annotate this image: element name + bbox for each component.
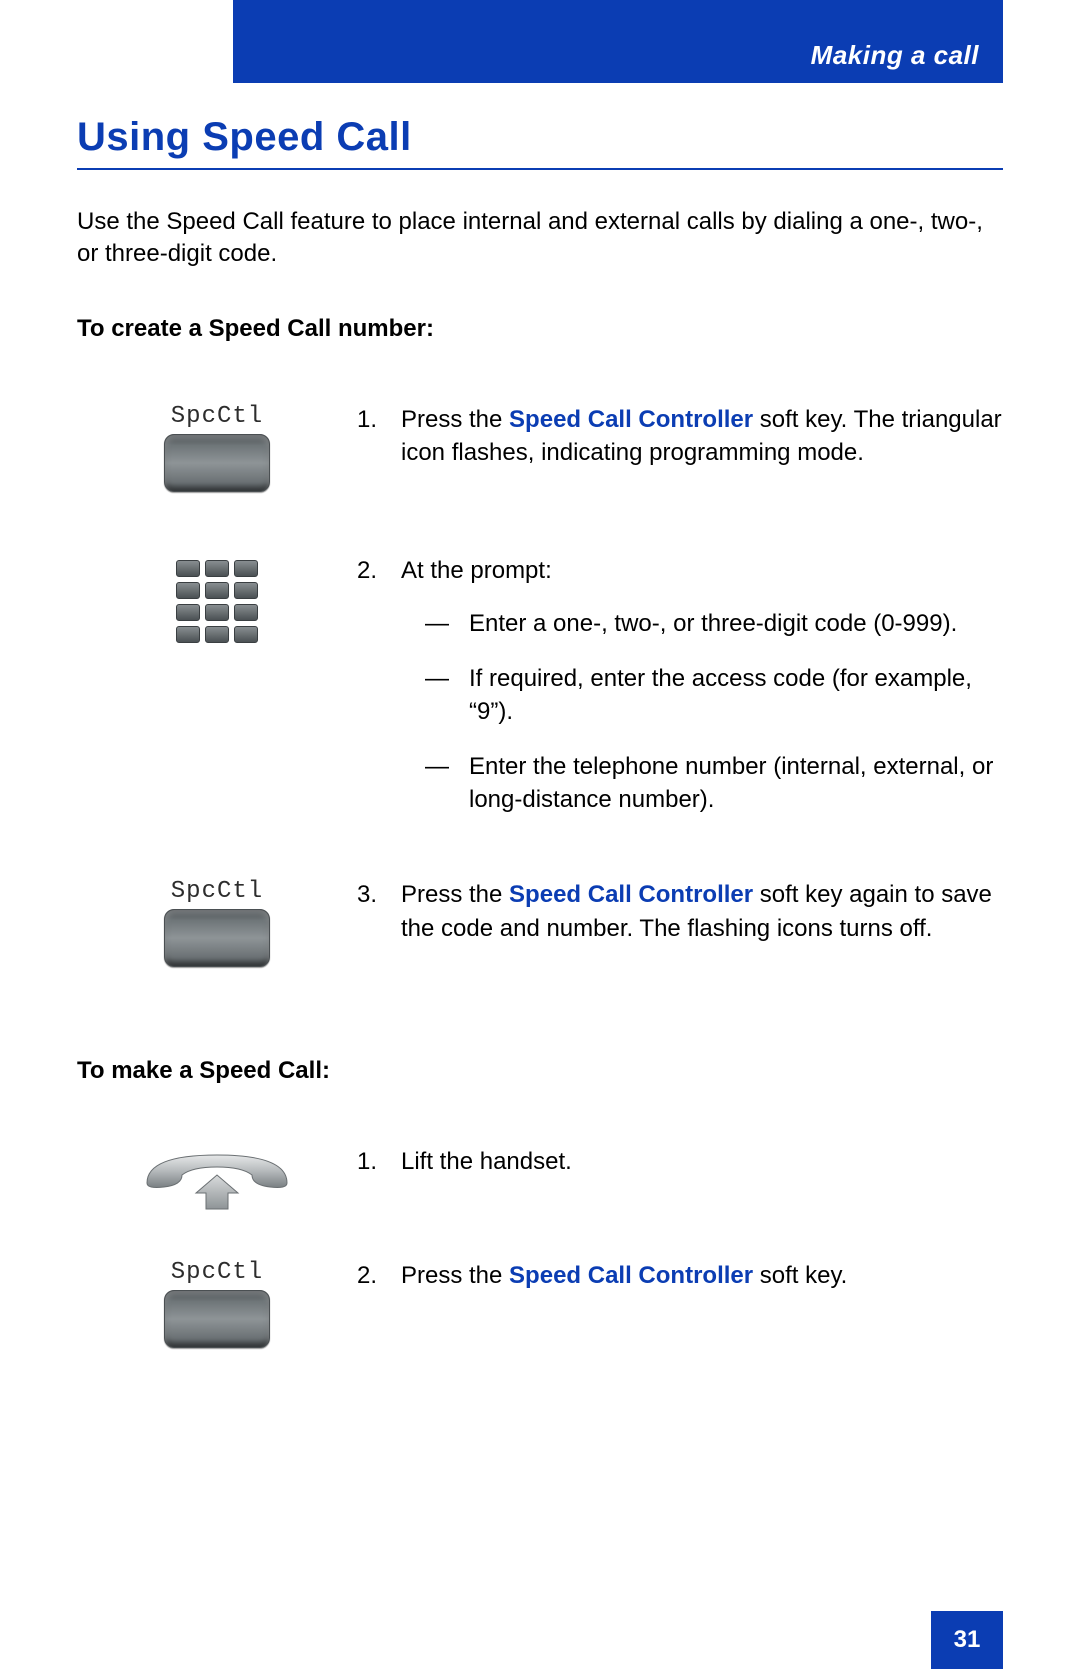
step-text-col: 2. Press the Speed Call Controller soft … — [357, 1259, 1003, 1348]
sublist-item: — If required, enter the access code (fo… — [401, 662, 1003, 728]
step-text-col: 1. Press the Speed Call Controller soft … — [357, 403, 1003, 492]
step-highlight: Speed Call Controller — [509, 881, 753, 908]
soft-key-button-icon — [164, 909, 270, 967]
sublist-item: — Enter a one-, two-, or three-digit cod… — [401, 607, 1003, 640]
step-text-a: At the prompt: — [401, 557, 552, 584]
keypad-key — [176, 626, 200, 643]
step-icon-col — [77, 554, 357, 817]
step-number: 2. — [357, 554, 401, 817]
step-body: Lift the handset. — [401, 1145, 1003, 1178]
step-body: Press the Speed Call Controller soft key… — [401, 403, 1003, 469]
page: Making a call Using Speed Call Use the S… — [0, 0, 1080, 1669]
sublist-text: If required, enter the access code (for … — [469, 662, 1003, 728]
keypad-key — [205, 582, 229, 599]
keypad-key — [234, 582, 258, 599]
soft-key-button-icon — [164, 1290, 270, 1348]
sublist-dash: — — [425, 662, 469, 728]
keypad-key — [176, 560, 200, 577]
step-body: Press the Speed Call Controller soft key… — [401, 878, 1003, 944]
page-number-badge: 31 — [931, 1611, 1003, 1669]
soft-key-label: SpcCtl — [171, 1259, 263, 1286]
sublist-text: Enter the telephone number (internal, ex… — [469, 750, 1003, 816]
title-rule — [77, 168, 1003, 170]
keypad-key — [176, 582, 200, 599]
soft-key-button-icon — [164, 434, 270, 492]
step-highlight: Speed Call Controller — [509, 1262, 753, 1289]
header-band: Making a call — [233, 0, 1003, 83]
step-icon-col: SpcCtl — [77, 1259, 357, 1348]
section-a-step-2: 2. At the prompt: — Enter a one-, two-, … — [77, 554, 1003, 817]
step-number: 3. — [357, 878, 401, 944]
step-number: 1. — [357, 1145, 401, 1178]
step-row: 2. Press the Speed Call Controller soft … — [357, 1259, 1003, 1292]
sublist-text: Enter a one-, two-, or three-digit code … — [469, 607, 957, 640]
section-b-heading: To make a Speed Call: — [77, 1057, 1003, 1085]
step-row: 3. Press the Speed Call Controller soft … — [357, 878, 1003, 944]
step-text: Lift the handset. — [401, 1148, 572, 1175]
keypad-key — [234, 626, 258, 643]
step-number: 2. — [357, 1259, 401, 1292]
sublist-dash: — — [425, 607, 469, 640]
keypad-key — [234, 560, 258, 577]
section-a-step-3: SpcCtl 3. Press the Speed Call Controlle… — [77, 878, 1003, 967]
section-b-step-2: SpcCtl 2. Press the Speed Call Controlle… — [77, 1259, 1003, 1348]
step-number: 1. — [357, 403, 401, 469]
keypad-key — [176, 604, 200, 621]
step-text-a: Press the — [401, 1262, 509, 1289]
section-b-step-1: 1. Lift the handset. — [77, 1145, 1003, 1215]
sublist-dash: — — [425, 750, 469, 816]
step-row: 1. Press the Speed Call Controller soft … — [357, 403, 1003, 469]
soft-key-icon: SpcCtl — [164, 1259, 270, 1348]
step-text-b: soft key. — [753, 1262, 847, 1289]
step-icon-col: SpcCtl — [77, 403, 357, 492]
sublist-item: — Enter the telephone number (internal, … — [401, 750, 1003, 816]
step-row: 2. At the prompt: — Enter a one-, two-, … — [357, 554, 1003, 817]
step-icon-col: SpcCtl — [77, 878, 357, 967]
keypad-key — [234, 604, 258, 621]
step-icon-col — [77, 1145, 357, 1215]
step-highlight: Speed Call Controller — [509, 406, 753, 433]
keypad-key — [205, 626, 229, 643]
content-area: Using Speed Call Use the Speed Call feat… — [77, 115, 1003, 1348]
intro-text: Use the Speed Call feature to place inte… — [77, 206, 1003, 271]
soft-key-label: SpcCtl — [171, 403, 263, 430]
keypad-key — [205, 560, 229, 577]
step-body: At the prompt: — Enter a one-, two-, or … — [401, 554, 1003, 817]
handset-lift-icon — [132, 1145, 302, 1215]
keypad-icon — [176, 560, 258, 643]
page-number: 31 — [954, 1626, 981, 1654]
step-text-a: Press the — [401, 406, 509, 433]
step-text-col: 2. At the prompt: — Enter a one-, two-, … — [357, 554, 1003, 817]
step-body: Press the Speed Call Controller soft key… — [401, 1259, 1003, 1292]
step-text-col: 1. Lift the handset. — [357, 1145, 1003, 1215]
section-a-heading: To create a Speed Call number: — [77, 315, 1003, 343]
keypad-key — [205, 604, 229, 621]
soft-key-icon: SpcCtl — [164, 403, 270, 492]
section-a-step-1: SpcCtl 1. Press the Speed Call Controlle… — [77, 403, 1003, 492]
step-text-col: 3. Press the Speed Call Controller soft … — [357, 878, 1003, 967]
step-row: 1. Lift the handset. — [357, 1145, 1003, 1178]
soft-key-label: SpcCtl — [171, 878, 263, 905]
step-text-a: Press the — [401, 881, 509, 908]
soft-key-icon: SpcCtl — [164, 878, 270, 967]
page-title: Using Speed Call — [77, 115, 1003, 160]
sublist: — Enter a one-, two-, or three-digit cod… — [401, 607, 1003, 817]
header-section-title: Making a call — [811, 40, 979, 71]
